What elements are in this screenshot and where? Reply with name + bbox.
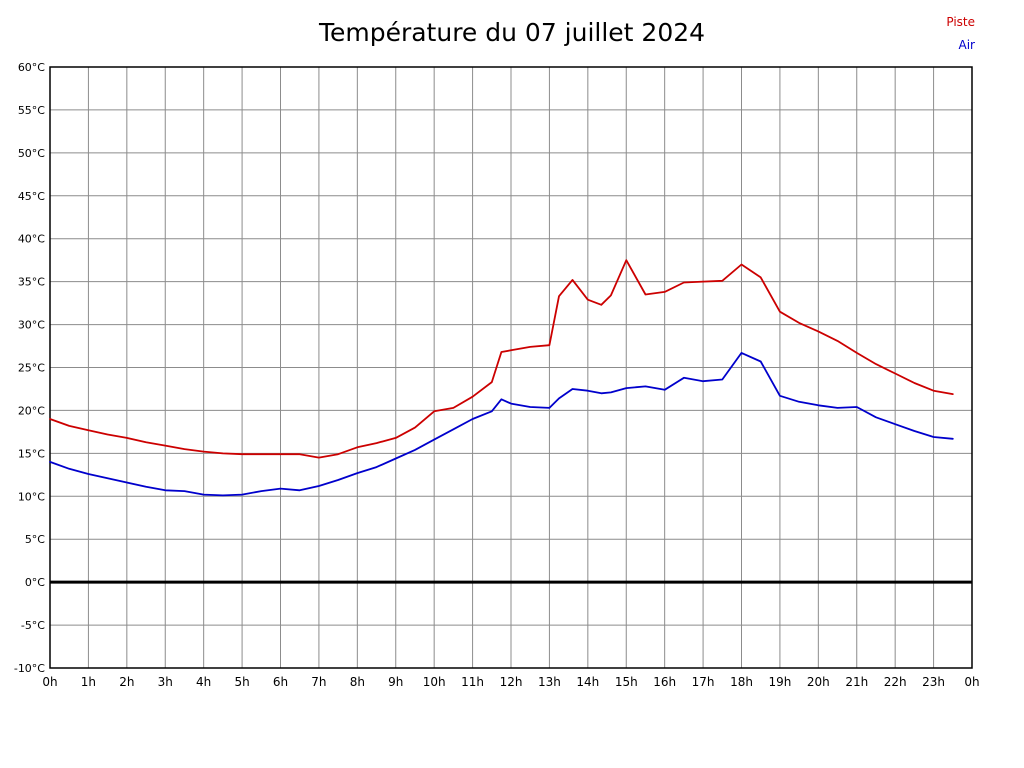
legend-piste: Piste [946, 15, 975, 29]
x-tick-label: 16h [653, 675, 676, 689]
x-tick-label: 2h [119, 675, 134, 689]
y-tick-label: -5°C [21, 619, 45, 632]
y-tick-label: 30°C [18, 319, 45, 332]
series-piste-line [49, 259, 954, 459]
y-tick-label: 45°C [18, 190, 45, 203]
series-air-line [49, 351, 954, 497]
x-tick-label: 21h [845, 675, 868, 689]
y-tick-label: 60°C [18, 61, 45, 74]
legend-air: Air [958, 38, 975, 52]
x-tick-label: 0h [964, 675, 979, 689]
x-tick-label: 3h [158, 675, 173, 689]
y-tick-label: 15°C [18, 447, 45, 460]
x-tick-label: 9h [388, 675, 403, 689]
x-tick-label: 10h [423, 675, 446, 689]
y-tick-label: 10°C [18, 490, 45, 503]
x-tick-label: 12h [500, 675, 523, 689]
x-tick-label: 20h [807, 675, 830, 689]
x-tick-label: 1h [81, 675, 96, 689]
x-tick-label: 4h [196, 675, 211, 689]
x-tick-label: 0h [42, 675, 57, 689]
x-tick-label: 17h [692, 675, 715, 689]
y-tick-label: 20°C [18, 404, 45, 417]
chart-title: Température du 07 juillet 2024 [318, 18, 706, 47]
y-tick-label: 50°C [18, 147, 45, 160]
x-tick-label: 15h [615, 675, 638, 689]
x-tick-label: 8h [350, 675, 365, 689]
x-tick-label: 22h [884, 675, 907, 689]
x-tick-label: 23h [922, 675, 945, 689]
x-tick-label: 13h [538, 675, 561, 689]
x-tick-label: 6h [273, 675, 288, 689]
y-tick-label: 35°C [18, 276, 45, 289]
y-tick-label: 5°C [25, 533, 45, 546]
x-tick-label: 7h [311, 675, 326, 689]
y-tick-label: -10°C [14, 662, 45, 675]
x-tick-label: 19h [768, 675, 791, 689]
x-tick-label: 11h [461, 675, 484, 689]
y-tick-label: 0°C [25, 576, 45, 589]
y-tick-label: 55°C [18, 104, 45, 117]
y-tick-label: 25°C [18, 362, 45, 375]
y-tick-label: 40°C [18, 233, 45, 246]
x-tick-label: 5h [234, 675, 249, 689]
chart-legend: Piste Air [946, 11, 975, 57]
x-tick-label: 18h [730, 675, 753, 689]
x-tick-label: 14h [576, 675, 599, 689]
plot-border [49, 66, 973, 669]
